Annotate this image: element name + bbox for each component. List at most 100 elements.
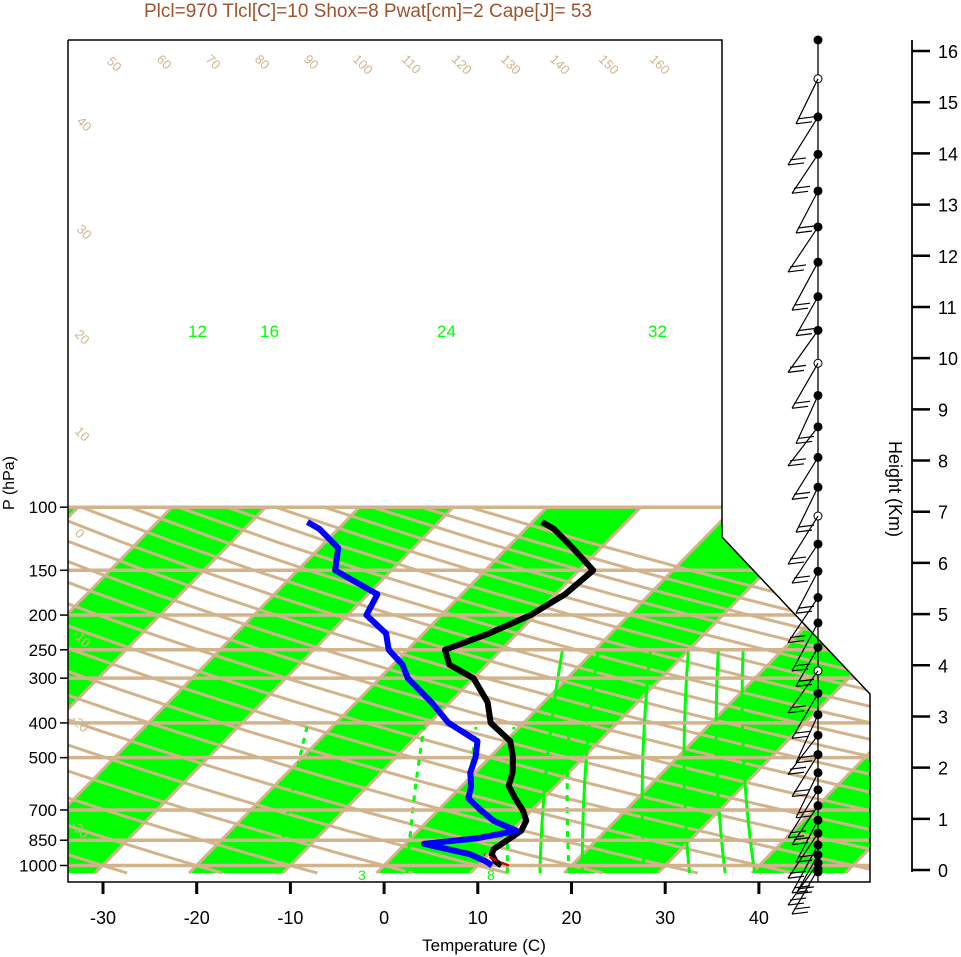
temperature-tick-label: 30 — [655, 908, 675, 928]
mixing-ratio-label: 12 — [188, 322, 207, 341]
height-tick-label: 12 — [938, 247, 958, 267]
wind-barb-feather — [795, 760, 813, 764]
wind-barb-feather — [789, 556, 807, 560]
wind-barb-feather — [787, 902, 805, 906]
wind-barb-feather — [789, 364, 807, 368]
plot-border — [67, 39, 871, 883]
x-axis-label: Temperature (C) — [422, 936, 546, 955]
temperature-tick-label: -20 — [184, 908, 210, 928]
wind-barb-feather — [795, 683, 813, 687]
wind-barb-feather — [787, 835, 805, 839]
wind-barb-feather — [791, 496, 809, 500]
mixing-ratio-label: 24 — [437, 322, 456, 341]
pressure-axis: 100 150 200 250 300 400 500 700 850 1000 — [19, 498, 68, 876]
wind-barb-feather — [787, 639, 805, 644]
dry-adiabat — [68, 505, 870, 875]
wind-barb-staff — [791, 693, 819, 739]
wind-barb-feather — [795, 230, 813, 234]
series-temperature — [442, 519, 597, 868]
green-band — [564, 507, 870, 874]
wind-barb-feather — [791, 668, 809, 672]
wind-barb-feather — [791, 190, 809, 194]
wind-barb-feather — [797, 435, 815, 440]
dry-adiabat — [80, 505, 870, 875]
wind-barb-feather — [789, 264, 807, 268]
wind-barb-feather — [795, 333, 813, 337]
pressure-tick-label: 1000 — [19, 857, 57, 876]
height-tick-label: 5 — [938, 605, 948, 625]
wind-barb-feather — [789, 705, 807, 709]
wind-barb-staff — [795, 570, 819, 614]
isobar-lines — [68, 505, 870, 868]
wind-barb-feather — [793, 730, 811, 734]
wind-barb-feather — [791, 405, 809, 409]
height-tick-label: 9 — [938, 400, 948, 420]
temperature-tick-label: -10 — [277, 908, 303, 928]
wind-barb-feather — [797, 810, 815, 814]
mixing-ratio-label: 8 — [487, 867, 495, 883]
wind-barb-feather — [793, 788, 811, 793]
wind-barb-staff — [791, 261, 819, 311]
isotherm-label-right: 10 — [751, 531, 779, 559]
wind-barb-staff — [787, 789, 819, 839]
wind-barb-feather — [793, 302, 811, 306]
wind-level-dot — [813, 35, 823, 45]
isotherm — [187, 506, 549, 875]
series-parcel — [483, 853, 510, 867]
wind-barb-feather — [795, 121, 813, 125]
isotherm-label-right: -30 — [729, 110, 762, 143]
wind-barb-staff — [787, 734, 819, 775]
dry-adiabat — [68, 505, 318, 875]
temperature-tick-label: 10 — [468, 908, 488, 928]
wind-barb-feather — [793, 885, 811, 889]
isotherm-label-right: 0 — [729, 456, 750, 477]
wind-barb-column — [787, 35, 823, 915]
wind-barb-feather — [787, 875, 805, 879]
mixing-ratio-label: 32 — [648, 322, 667, 341]
wind-barb-staff — [791, 844, 819, 894]
height-tick-label: 6 — [938, 554, 948, 574]
wind-barb-feather — [787, 162, 805, 166]
wind-barb-feather — [787, 463, 805, 467]
wind-barb-staff — [787, 670, 819, 714]
series-dewpoint — [305, 519, 520, 868]
wind-barb-feather — [789, 897, 807, 901]
wind-barb-feather — [797, 328, 815, 332]
mixing-ratio-line — [682, 649, 691, 874]
isotherm — [281, 506, 642, 875]
height-tick-label: 3 — [938, 707, 948, 727]
wind-barb-feather — [791, 580, 809, 584]
wind-barb-staff — [795, 819, 819, 863]
wind-barb-feather — [797, 524, 815, 528]
wind-barb-staff — [791, 363, 819, 409]
wind-barb-staff — [795, 296, 819, 336]
wind-barb-feather — [789, 870, 807, 874]
height-tick-label: 11 — [938, 298, 957, 318]
wind-barb-feather — [795, 529, 813, 533]
wind-barb-feather — [795, 815, 813, 819]
pressure-tick-label: 200 — [29, 606, 57, 625]
green-band — [751, 507, 870, 874]
wind-barb-feather — [793, 185, 811, 189]
height-tick-label: 10 — [938, 349, 958, 369]
isotherm — [68, 506, 173, 875]
wind-barb-feather — [797, 854, 815, 858]
wind-barb-feather — [797, 116, 815, 120]
dry-adiabat — [226, 505, 870, 875]
dry-adiabat — [68, 505, 870, 875]
wind-barb-staff — [791, 754, 819, 797]
height-tick-label: 7 — [938, 503, 948, 523]
wind-barb-feather — [789, 830, 807, 834]
wind-barb-feather — [797, 605, 815, 609]
temperature-tick-label: 20 — [561, 908, 581, 928]
wind-barb-feather — [787, 771, 805, 775]
pressure-tick-label: 400 — [29, 714, 57, 733]
pressure-tick-label: 300 — [29, 669, 57, 688]
wind-barb-staff — [791, 805, 819, 845]
isotherm-label-right: -20 — [729, 220, 762, 253]
height-tick-label: 13 — [938, 196, 958, 216]
wind-barb-feather — [797, 225, 815, 229]
wind-barb-staff — [787, 515, 819, 565]
temperature-tick-label: 0 — [379, 908, 389, 928]
